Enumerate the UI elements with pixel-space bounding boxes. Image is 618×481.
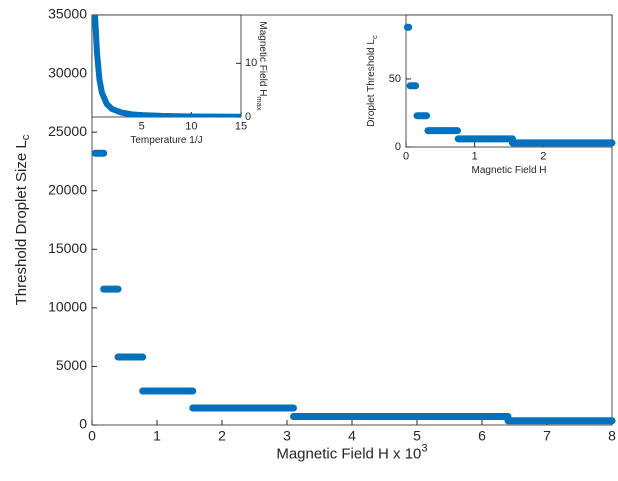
x-tick-label: 10 (185, 120, 197, 132)
x-axis-label-text: Magnetic Field H (471, 165, 546, 176)
y-tick-label: 0 (245, 111, 251, 123)
y-axis-label-sub: max (255, 96, 264, 110)
y-tick-label: 20000 (48, 181, 87, 197)
y-tick-label: 5000 (56, 357, 87, 373)
x-axis-label: Temperature 1/J (130, 135, 202, 146)
chart-panel: 0 1 2 0 50 Magnetic Field H Droplet Threshold … (366, 14, 616, 176)
y-axis-label-sub: c (20, 134, 32, 140)
line-series (92, 15, 241, 117)
x-axis-label-sup: 3 (421, 442, 427, 454)
y-tick-label: 10 (245, 57, 257, 69)
x-axis-label: Magnetic Field H (471, 165, 546, 176)
y-axis-label: Droplet Threshold Lc (366, 35, 379, 127)
x-tick-label: 6 (478, 428, 486, 444)
x-tick-label: 2 (540, 150, 546, 162)
x-axis-label-text: Temperature 1/J (130, 135, 202, 146)
x-tick-label: 5 (139, 120, 145, 132)
x-axis-label-text: Magnetic Field H x 10 (276, 445, 421, 462)
y-axis-label: Magnetic Field Hmax (255, 21, 268, 110)
chart-panel: 5 10 150 10 Temperature 1/J Magnetic Field Hm… (91, 14, 268, 146)
y-tick-label: 15000 (48, 240, 87, 256)
x-tick-label: 8 (608, 428, 616, 444)
x-tick-label: 3 (283, 428, 291, 444)
x-tick-label: 5 (413, 428, 421, 444)
x-tick-label: 4 (348, 428, 356, 444)
x-tick-label: 2 (218, 428, 226, 444)
y-tick-label: 30000 (48, 64, 87, 80)
y-axis-label-text: Droplet Threshold L (366, 39, 377, 127)
y-axis-label: Threshold Droplet Size Lc (13, 134, 32, 305)
x-tick-label: 15 (235, 120, 247, 132)
y-tick-label: 0 (395, 141, 401, 153)
y-tick-label: 35000 (48, 6, 87, 22)
plot-area (91, 14, 242, 118)
y-axis-label-text: Magnetic Field H (257, 21, 268, 96)
x-tick-label: 1 (472, 150, 478, 162)
x-tick-label: 1 (153, 428, 161, 444)
y-tick-label: 10000 (48, 299, 87, 315)
plot-area (405, 14, 613, 148)
x-tick-label: 0 (403, 150, 409, 162)
y-axis-label-text: Threshold Droplet Size L (13, 140, 30, 305)
y-tick-label: 0 (79, 416, 87, 432)
x-axis-label: Magnetic Field H x 103 (276, 442, 427, 462)
y-tick-label: 50 (389, 73, 401, 85)
x-tick-label: 0 (88, 428, 96, 444)
x-tick-label: 7 (543, 428, 551, 444)
y-axis-label-sub: c (370, 35, 379, 39)
y-tick-label: 25000 (48, 123, 87, 139)
